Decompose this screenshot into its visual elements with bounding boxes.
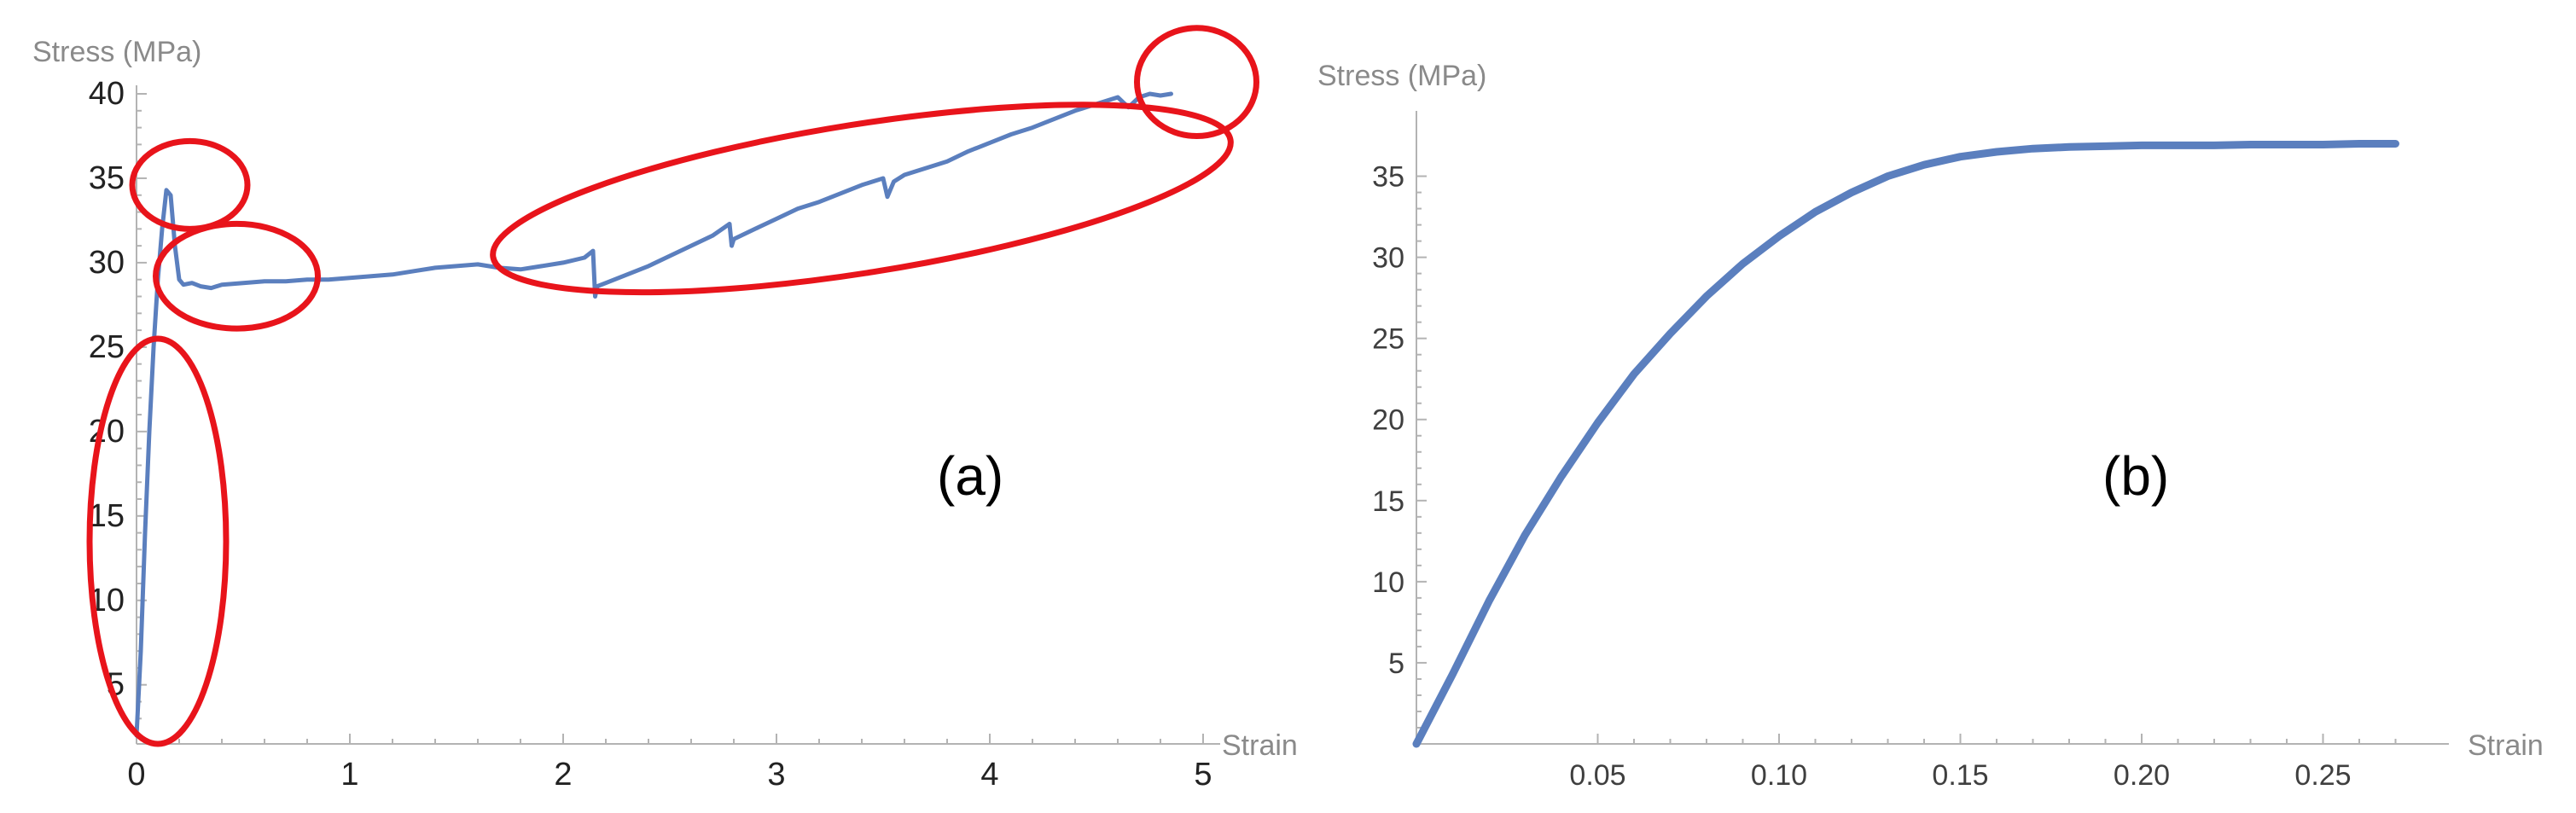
chart-b-ytick-label: 10 — [1372, 566, 1404, 599]
chart-a-highlights — [86, 25, 1259, 747]
chart-b-ytick-label: 35 — [1372, 161, 1404, 194]
chart-b-xlabel: Strain — [2468, 729, 2544, 762]
chart-b-ytick-label: 15 — [1372, 485, 1404, 518]
highlight-upper-yield-point — [129, 137, 251, 232]
chart-b-xtick-label: 0.10 — [1751, 759, 1807, 792]
chart-a-xtick-label: 2 — [554, 757, 572, 793]
highlight-strain-hardening-region — [490, 102, 1234, 296]
chart-a-series-line — [134, 91, 1173, 738]
chart-b-xtick-label: 0.20 — [2114, 759, 2170, 792]
chart-panel-a: Stress (MPa) Strain (a) 5101520253035400… — [32, 25, 1298, 793]
chart-a-ytick-label: 30 — [89, 245, 125, 281]
highlight-lower-yield-region — [153, 220, 321, 332]
chart-b-ytick-label: 20 — [1372, 404, 1404, 437]
chart-a-ylabel: Stress (MPa) — [32, 36, 201, 68]
chart-a-xtick-label: 1 — [340, 757, 358, 793]
chart-b-xtick-label: 0.05 — [1569, 759, 1625, 792]
chart-b-xtick-label: 0.15 — [1932, 759, 1988, 792]
chart-a-xtick-label: 3 — [767, 757, 785, 793]
chart-a-panel-label: (a) — [937, 445, 1003, 507]
chart-b-ytick-label: 30 — [1372, 242, 1404, 275]
chart-a-ytick-label: 25 — [89, 329, 125, 365]
chart-a-xtick-label: 0 — [127, 757, 145, 793]
chart-a-ytick-label: 40 — [89, 76, 125, 112]
chart-a-xlabel: Strain — [1222, 729, 1298, 762]
highlight-initial-elastic-region — [86, 335, 230, 747]
chart-a-xtick-label: 5 — [1194, 757, 1212, 793]
highlight-fracture-point — [1134, 25, 1259, 139]
chart-b-ytick-label: 25 — [1372, 323, 1404, 356]
chart-b-ticks: 5 10 15 20 25 30 35 0.05 0.10 0.15 0.20 0.25 — [1372, 161, 2397, 792]
chart-b-ytick-label: 5 — [1388, 647, 1404, 680]
chart-a-ytick-label: 35 — [89, 160, 125, 196]
chart-b-panel-label: (b) — [2102, 445, 2169, 507]
chart-b-series-line — [1412, 140, 2399, 748]
chart-b-xtick-label: 0.25 — [2294, 759, 2351, 792]
chart-a-ytick-label: 20 — [89, 414, 125, 450]
chart-panel-b: Stress (MPa) Strain (b) 5 10 15 20 25 30 35 0.0… — [1317, 60, 2544, 792]
chart-b-ylabel: Stress (MPa) — [1317, 60, 1486, 92]
chart-a-ytick-label: 15 — [89, 498, 125, 534]
chart-a-xtick-label: 4 — [980, 757, 998, 793]
